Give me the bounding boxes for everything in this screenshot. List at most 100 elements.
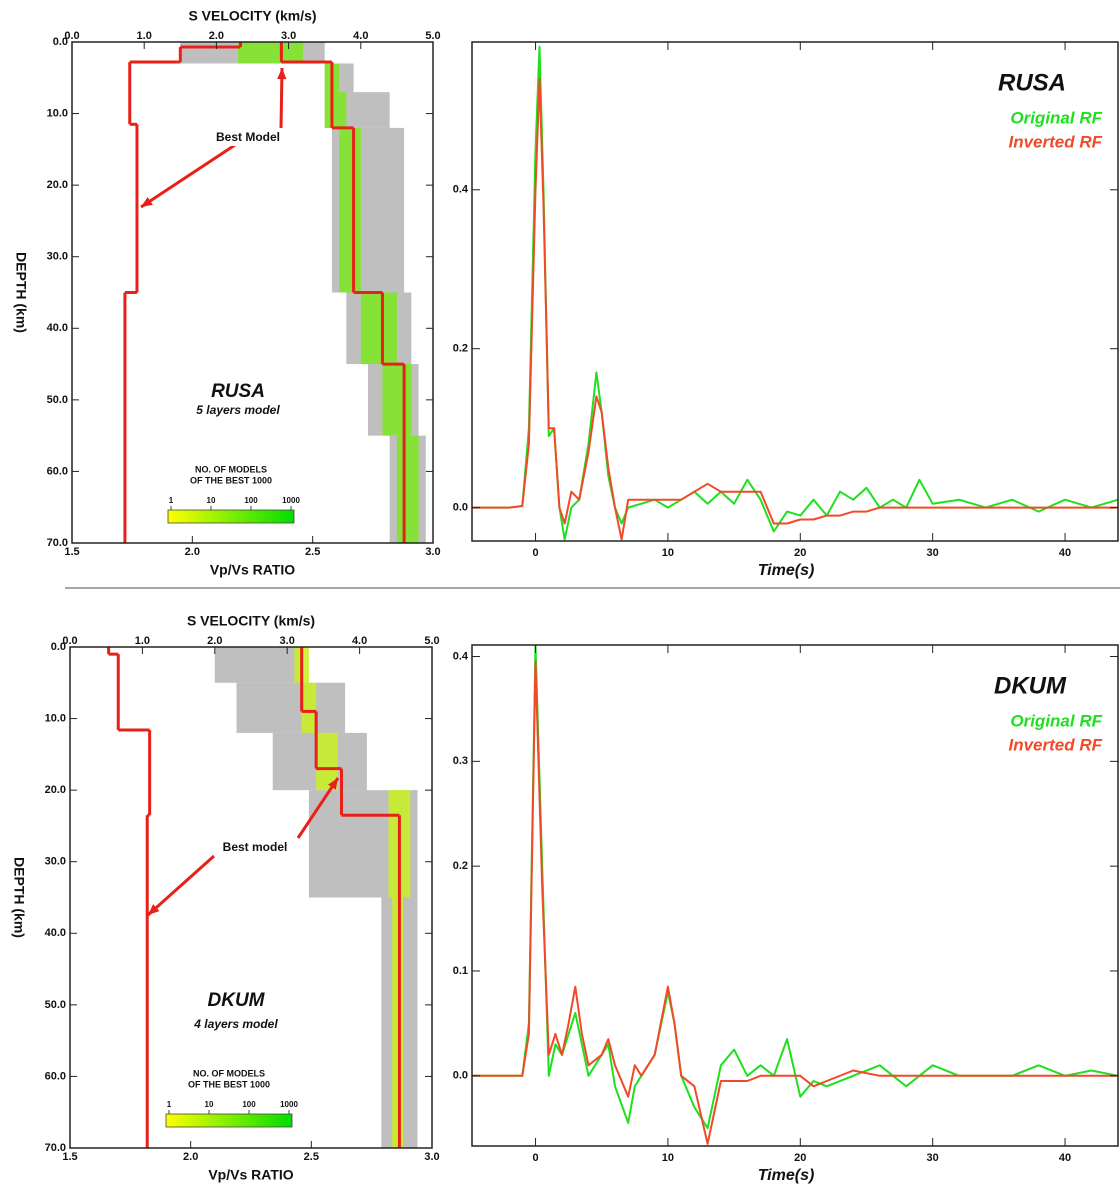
x-axis-label: Vp/Vs RATIO — [208, 1167, 293, 1183]
x-tick-label: 0 — [532, 547, 538, 559]
x-top-tick-label: 0.0 — [64, 30, 79, 42]
legend-entry: Original RF — [1010, 711, 1102, 730]
x-tick-label: 3.0 — [424, 1151, 439, 1163]
y-tick-label: 40.0 — [45, 927, 66, 939]
x-tick-label: 20 — [794, 547, 806, 559]
colorbar — [167, 509, 295, 524]
x-top-tick-label: 3.0 — [281, 30, 296, 42]
y-tick-label: 50.0 — [47, 394, 68, 406]
annotation-arrow — [296, 777, 340, 839]
model-band — [360, 292, 397, 365]
colorbar-tick-label: 1 — [169, 496, 174, 505]
x-top-tick-label: 3.0 — [280, 635, 295, 647]
y-tick-label: 20.0 — [47, 179, 68, 191]
x-top-tick-label: 4.0 — [353, 30, 368, 42]
y-tick-label: 0.2 — [453, 343, 468, 355]
y-tick-label: 0.0 — [453, 502, 468, 514]
x-top-tick-label: 5.0 — [424, 635, 439, 647]
colorbar-tick-label: 1000 — [282, 496, 300, 505]
x-tick-label: 2.0 — [183, 1151, 198, 1163]
x-tick-label: 2.0 — [185, 546, 200, 558]
annotation-arrowhead — [141, 197, 153, 207]
colorbar-title: NO. OF MODELS — [195, 464, 267, 474]
x-tick-label: 2.5 — [305, 546, 320, 558]
colorbar-title: NO. OF MODELS — [193, 1068, 265, 1078]
y-tick-label: 0.4 — [453, 184, 469, 196]
colorbar-tick-label: 1000 — [280, 1100, 298, 1109]
colorbar-title: OF THE BEST 1000 — [188, 1079, 270, 1089]
y-tick-label: 0.1 — [453, 965, 468, 977]
y-tick-label: 0.0 — [53, 36, 68, 48]
x-tick-label: 30 — [927, 547, 939, 559]
model-description: 4 layers model — [193, 1017, 278, 1031]
model-band — [236, 682, 346, 733]
x-tick-label: 30 — [927, 1152, 939, 1164]
x-top-tick-label: 2.0 — [207, 635, 222, 647]
x-axis-label: Time(s) — [758, 1167, 815, 1184]
y-tick-label: 0.2 — [453, 860, 468, 872]
rf-line — [472, 660, 1118, 1145]
y-tick-label: 0.0 — [453, 1070, 468, 1082]
model-band — [238, 42, 304, 64]
x-tick-label: 20 — [794, 1152, 806, 1164]
annotation-arrowhead — [148, 904, 160, 915]
annotation-bg — [208, 130, 288, 146]
x-axis-label: Time(s) — [758, 562, 815, 579]
y-axis-label: DEPTH (km) — [13, 252, 29, 333]
y-tick-label: 30.0 — [47, 251, 68, 263]
rf-line — [472, 77, 1118, 541]
annotation-arrowhead — [277, 68, 287, 80]
model-band — [301, 682, 317, 733]
x-tick-label: 3.0 — [425, 546, 440, 558]
y-tick-label: 10.0 — [47, 107, 68, 119]
plot-frame — [471, 41, 1119, 542]
model-band — [392, 897, 404, 1148]
station-name: DKUM — [994, 672, 1067, 699]
y-tick-label: 10.0 — [45, 712, 66, 724]
colorbar-tick-label: 1 — [167, 1100, 172, 1109]
annotation-arrow — [140, 141, 239, 209]
x-tick-label: 10 — [662, 1152, 674, 1164]
colorbar — [165, 1113, 293, 1128]
plot-frame — [471, 644, 1119, 1147]
station-name: RUSA — [211, 381, 265, 402]
y-tick-label: 0.3 — [453, 755, 468, 767]
colorbar-tick-label: 10 — [207, 496, 216, 505]
y-tick-label: 70.0 — [45, 1142, 66, 1154]
x-top-axis-label: S VELOCITY (km/s) — [188, 8, 316, 24]
x-top-tick-label: 4.0 — [352, 635, 367, 647]
x-top-tick-label: 0.0 — [62, 635, 77, 647]
legend-entry: Original RF — [1010, 108, 1102, 127]
x-tick-label: 40 — [1059, 547, 1071, 559]
y-tick-label: 0.0 — [51, 641, 66, 653]
x-tick-label: 1.5 — [62, 1151, 77, 1163]
y-tick-label: 40.0 — [47, 322, 68, 334]
annotation: Best Model — [216, 130, 280, 144]
station-name: RUSA — [998, 69, 1066, 96]
x-tick-label: 2.5 — [304, 1151, 319, 1163]
y-tick-label: 70.0 — [47, 537, 68, 549]
y-tick-label: 30.0 — [45, 856, 66, 868]
x-axis-label: Vp/Vs RATIO — [210, 562, 295, 578]
plot-frame — [71, 41, 434, 544]
colorbar-tick-label: 100 — [244, 496, 258, 505]
x-tick-label: 40 — [1059, 1152, 1071, 1164]
x-top-axis-label: S VELOCITY (km/s) — [187, 613, 315, 629]
annotation-arrowhead — [327, 778, 338, 790]
x-top-tick-label: 5.0 — [425, 30, 440, 42]
x-top-tick-label: 1.0 — [135, 635, 150, 647]
plot-frame — [69, 646, 433, 1149]
x-tick-label: 0 — [532, 1152, 538, 1164]
annotation: Best model — [223, 840, 288, 854]
model-band — [316, 732, 338, 791]
y-tick-label: 20.0 — [45, 784, 66, 796]
annotation-arrow — [147, 854, 215, 917]
colorbar-tick-label: 10 — [205, 1100, 214, 1109]
model-band — [324, 92, 347, 128]
x-tick-label: 1.5 — [64, 546, 79, 558]
legend-entry: Inverted RF — [1008, 132, 1102, 151]
model-band — [339, 127, 361, 293]
y-tick-label: 60.0 — [47, 465, 68, 477]
